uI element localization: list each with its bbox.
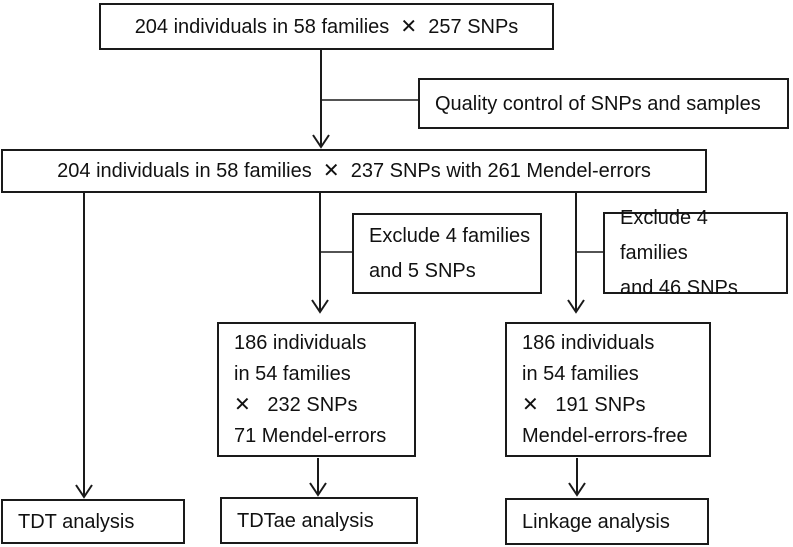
arrow-postqc-to-tdt	[75, 193, 93, 499]
exclude-linkage-line-2: and 46 SNPs	[620, 276, 738, 299]
box-tdtae-analysis: TDTae analysis	[220, 497, 418, 544]
exclude-tdtae-line-1: Exclude 4 families	[369, 224, 531, 247]
box-initial-sample: 204 individuals in 58 families ✕ 257 SNP…	[99, 3, 554, 50]
result-linkage-line-3: ✕ 191 SNPs	[522, 393, 646, 416]
box-post-qc-sample: 204 individuals in 58 families ✕ 237 SNP…	[1, 149, 707, 193]
result-tdtae-line-1: 186 individuals	[234, 331, 367, 354]
tdt-analysis-label: TDT analysis	[18, 510, 135, 533]
arrow-result-to-linkage	[568, 458, 586, 497]
linkage-analysis-label: Linkage analysis	[522, 510, 670, 533]
arrow-top-to-postqc	[312, 50, 330, 149]
box-quality-control: Quality control of SNPs and samples	[418, 78, 789, 129]
result-linkage-line-2: in 54 families	[522, 362, 639, 385]
result-linkage-line-1: 186 individuals	[522, 331, 655, 354]
result-tdtae-line-3: ✕ 232 SNPs	[234, 393, 358, 416]
result-tdtae-line-2: in 54 families	[234, 362, 351, 385]
box-tdt-analysis: TDT analysis	[1, 499, 185, 544]
box-result-tdtae: 186 individuals in 54 families ✕ 232 SNP…	[217, 322, 416, 457]
box-exclude-linkage: Exclude 4 families and 46 SNPs	[603, 207, 788, 299]
initial-sample-text: 204 individuals in 58 families ✕ 257 SNP…	[134, 15, 519, 38]
box-linkage-analysis: Linkage analysis	[505, 498, 709, 545]
box-exclude-tdtae: Exclude 4 families and 5 SNPs	[352, 213, 542, 294]
exclude-linkage-line-1: Exclude 4 families	[620, 206, 714, 264]
exclude-tdtae-line-2: and 5 SNPs	[369, 259, 476, 282]
arrow-result-to-tdtae	[309, 458, 327, 497]
result-linkage-line-4: Mendel-errors-free	[522, 424, 688, 447]
box-result-linkage: 186 individuals in 54 families ✕ 191 SNP…	[505, 322, 711, 457]
quality-control-text: Quality control of SNPs and samples	[435, 92, 761, 115]
result-tdtae-line-4: 71 Mendel-errors	[234, 424, 387, 447]
tdtae-analysis-label: TDTae analysis	[237, 509, 374, 532]
post-qc-sample-text: 204 individuals in 58 families ✕ 237 SNP…	[57, 160, 651, 182]
